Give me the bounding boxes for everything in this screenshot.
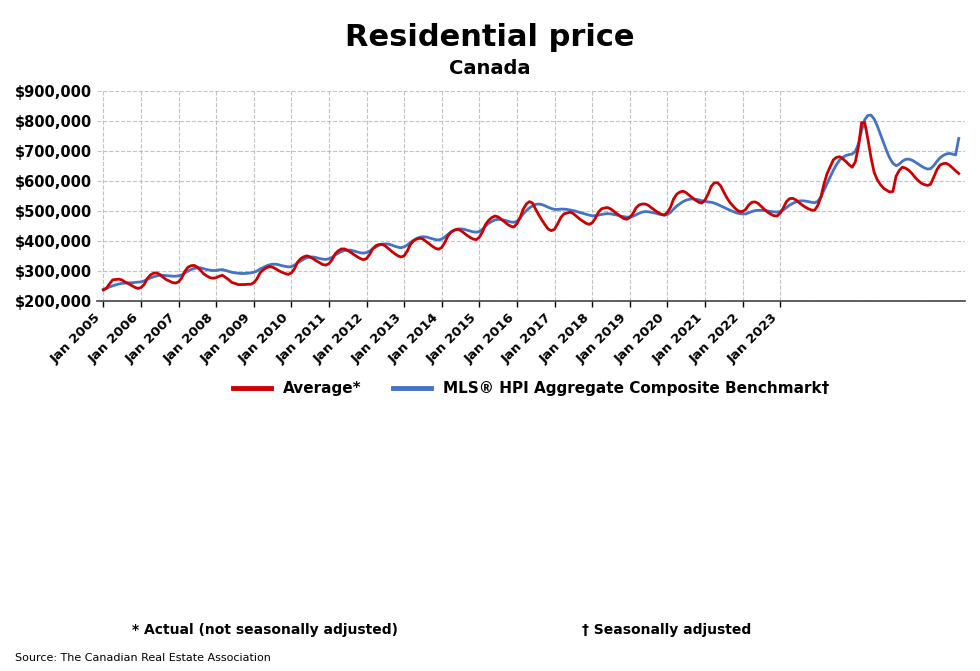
Text: * Actual (not seasonally adjusted): * Actual (not seasonally adjusted): [131, 623, 398, 637]
Text: Canada: Canada: [449, 59, 531, 78]
Text: Residential price: Residential price: [345, 23, 635, 52]
Text: † Seasonally adjusted: † Seasonally adjusted: [582, 623, 751, 637]
Text: Source: The Canadian Real Estate Association: Source: The Canadian Real Estate Associa…: [15, 653, 270, 663]
Legend: Average*, MLS® HPI Aggregate Composite Benchmark†: Average*, MLS® HPI Aggregate Composite B…: [226, 375, 835, 403]
